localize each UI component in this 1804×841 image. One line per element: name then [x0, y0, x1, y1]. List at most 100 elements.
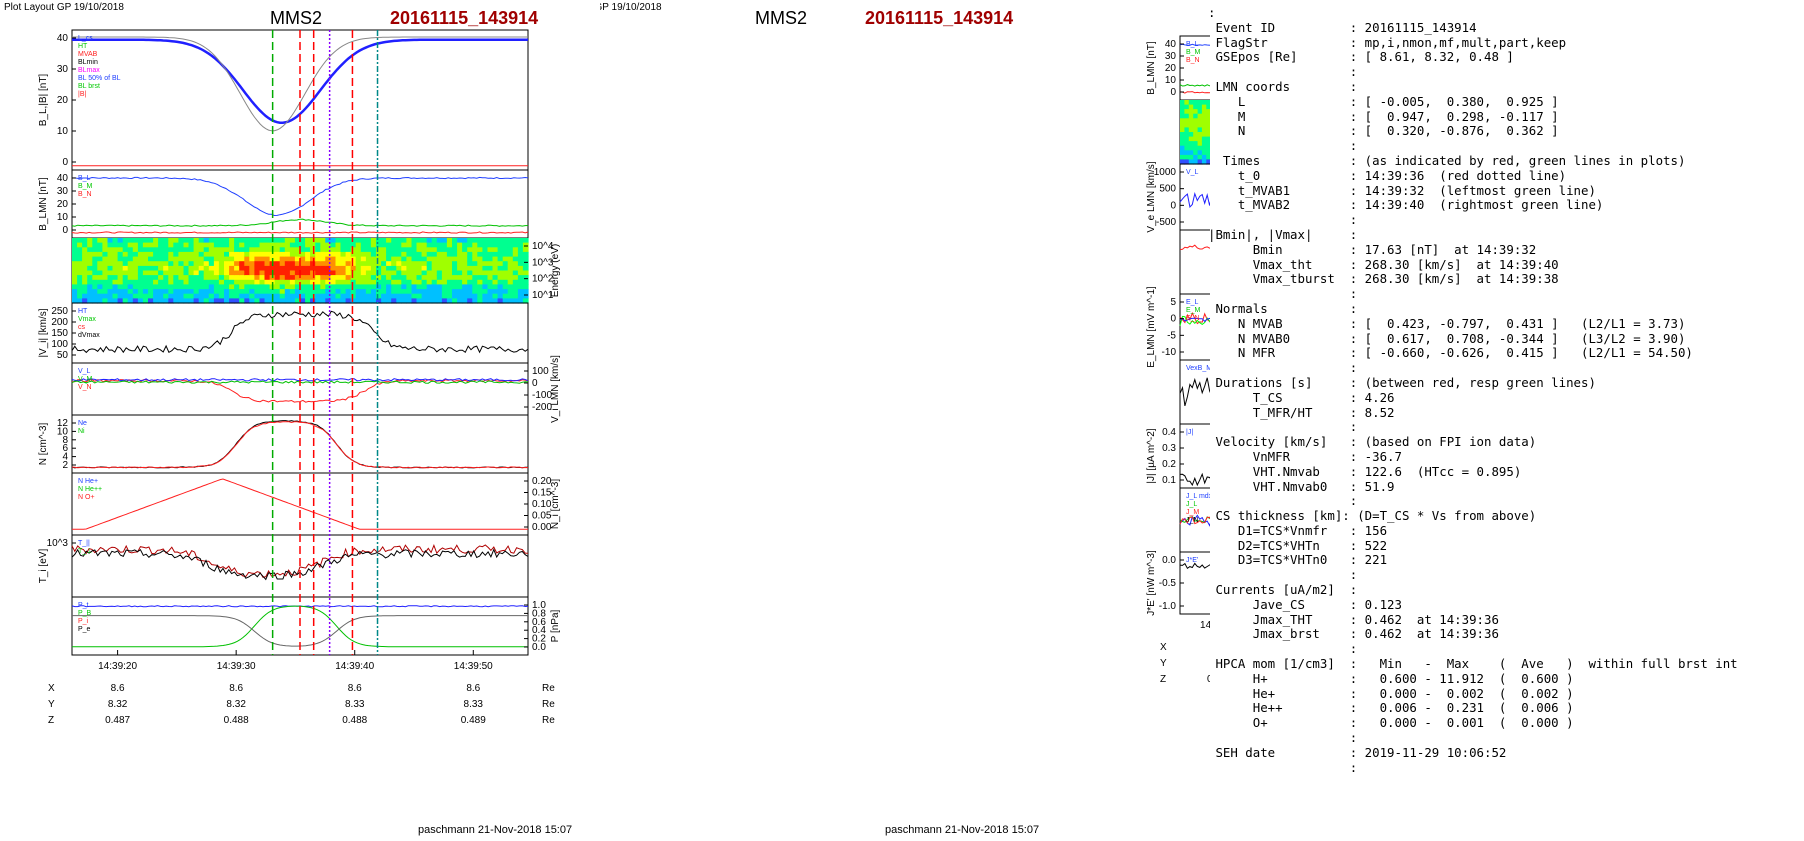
panel-8: 0.20.0-0.2-0.4J [µA m^-2]J_L mdxJJ_LJ_MJ… [1179, 487, 1210, 553]
spectrogram-cell [325, 284, 331, 290]
spectrogram-cell [436, 289, 443, 295]
spectrogram-cell [107, 247, 114, 253]
spectrogram-cell [497, 275, 504, 281]
y-tick-label: 10 [57, 212, 69, 223]
y-tick-label: 6 [62, 443, 68, 454]
spectrogram-cell [421, 284, 428, 290]
spectrogram-cell [289, 251, 296, 258]
spectrogram-cell [122, 270, 129, 276]
info-line: : [1208, 419, 1358, 435]
spectrogram-cell [289, 265, 296, 272]
ephemeris-unit: Re [542, 699, 555, 710]
spectrogram-cell [203, 293, 210, 299]
spectrogram-cell [446, 238, 453, 244]
spectrogram-cell [431, 251, 438, 258]
spectrogram-cell [452, 284, 458, 290]
spectrogram-cell [254, 242, 261, 248]
spectrogram-cell [1201, 141, 1207, 147]
spectrogram-cell [492, 275, 499, 281]
ephemeris-value: 0.489 [461, 715, 486, 726]
y-axis-label: B_LMN [nT] [38, 177, 49, 231]
spectrogram-cell [1188, 141, 1194, 147]
spectrogram-cell [163, 238, 169, 244]
spectrogram-cell [345, 265, 352, 272]
spectrogram-cell [107, 275, 114, 281]
spectrogram-cell [239, 265, 245, 272]
spectrogram-cell [467, 279, 473, 285]
spectrogram-cell [507, 251, 514, 258]
spectrogram-cell [213, 251, 220, 258]
spectrogram-cell [259, 265, 266, 272]
spectrogram-cell [370, 270, 377, 276]
ephemeris-label-z: Z [48, 715, 54, 726]
spectrogram-cell [320, 242, 326, 248]
spectrogram-cell [224, 265, 230, 272]
spectrogram-cell [512, 298, 519, 304]
spectrogram-cell [239, 251, 245, 258]
spectrogram-cell [229, 275, 235, 281]
spectrogram-cell [502, 279, 509, 285]
spectrogram-cell [203, 256, 210, 262]
spectrogram-cell [264, 298, 271, 304]
x-tick-label: 14:39:40 [335, 661, 374, 672]
spectrogram-cell [198, 261, 205, 267]
spectrogram-cell [381, 247, 387, 253]
y-axis-label: T_i [eV] [38, 549, 49, 584]
spectrogram-cell [340, 298, 347, 304]
spectrogram-cell [431, 265, 438, 272]
spectrogram-cell [239, 275, 245, 281]
spectrogram-cell [249, 261, 255, 267]
info-line: CS thickness [km]: (D=T_CS * Vs from abo… [1208, 508, 1537, 524]
spectrogram-cell [522, 251, 529, 258]
spectrogram-cell [335, 284, 342, 290]
spectrogram-cell [330, 261, 337, 267]
spectrogram-cell [274, 279, 281, 285]
info-line: GSEpos [Re] : [ 8.61, 8.32, 0.48 ] [1208, 49, 1514, 65]
spectrogram-cell [457, 265, 463, 272]
spectrogram-cell [244, 289, 250, 295]
ephemeris-value: 0.488 [342, 715, 367, 726]
spectrogram-cell [107, 265, 114, 272]
spectrogram-cell [487, 275, 494, 281]
legend-entry: B_N [1186, 57, 1200, 64]
spectrogram-cell [193, 242, 200, 248]
spectrogram-cell [284, 284, 291, 290]
spectrogram-cell [381, 275, 387, 281]
spectrogram-cell [421, 279, 428, 285]
spectrogram-cell [300, 242, 306, 248]
spectrogram-cell [300, 251, 306, 258]
spectrogram-cell [406, 261, 413, 267]
spectrogram-cell [401, 256, 407, 262]
spectrogram-cell [224, 247, 230, 253]
spectrogram-cell [102, 289, 109, 295]
spectrogram-cell [360, 256, 367, 262]
ephemeris-label-x: X [48, 683, 55, 694]
spectrogram-cell [350, 293, 357, 299]
y-tick-label: 10 [1165, 75, 1177, 86]
spectrogram-cell [218, 270, 225, 276]
spectrogram-cell [426, 247, 433, 253]
ephemeris-value: 8.33 [345, 699, 365, 710]
y-tick-label: 10^3 [47, 538, 69, 549]
spectrogram-cell [112, 289, 119, 295]
spectrogram-cell [365, 293, 372, 299]
spectrogram-cell [269, 242, 276, 248]
ephemeris-value: 0.488 [224, 715, 249, 726]
spectrogram-cell [188, 275, 195, 281]
spectrogram-cell [87, 275, 93, 281]
spectrogram-cell [386, 265, 392, 272]
spectrogram-cell [82, 242, 88, 248]
spectrogram-cell [401, 289, 407, 295]
spectrogram-cell [168, 256, 174, 262]
event-id-title: 20161115_143914 [865, 8, 1013, 28]
spectrogram-cell [1193, 132, 1199, 138]
spectrogram-cell [416, 279, 423, 285]
legend-entry: V_L [78, 368, 91, 375]
spectrogram-cell [452, 247, 458, 253]
spectrogram-cell [254, 256, 261, 262]
y-tick-label: 10^3 [532, 257, 554, 268]
spectrogram-cell [178, 284, 185, 290]
spectrogram-cell [350, 251, 357, 258]
spectrogram-cell [1206, 141, 1210, 147]
